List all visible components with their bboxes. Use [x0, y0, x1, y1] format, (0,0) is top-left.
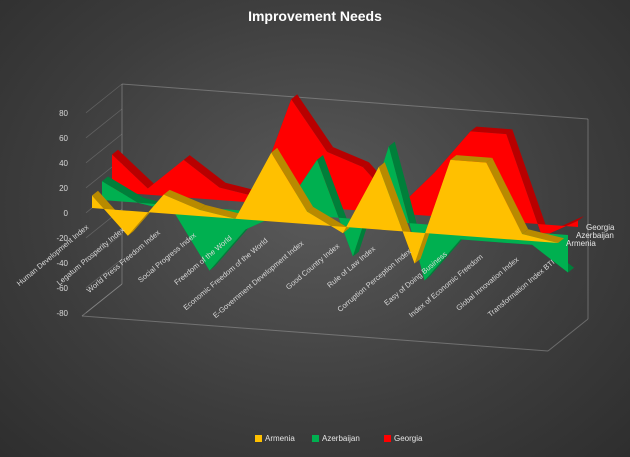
series-azerbaijan-ridge	[209, 224, 252, 271]
series-armenia-ridge	[199, 205, 242, 219]
series-georgia-ridge	[183, 155, 226, 188]
series-armenia-area	[92, 152, 558, 264]
y-gridline	[85, 233, 123, 264]
series-armenia-ridge	[163, 189, 206, 210]
y-gridline	[85, 133, 123, 164]
series-label-azerbaijan: Azerbaijan	[576, 231, 614, 240]
series-label-armenia: Armenia	[566, 239, 596, 248]
series-armenia-ridge	[522, 229, 564, 243]
series-armenia-ridge	[271, 147, 314, 212]
y-tick-label: 0	[64, 209, 69, 218]
y-tick-label: 60	[59, 134, 68, 143]
y-gridline	[85, 283, 123, 314]
series-armenia-ridge	[450, 155, 493, 163]
series-georgia-ridge	[112, 149, 154, 189]
category-label: Human Development Index	[15, 222, 91, 287]
back-wall-top-edge	[121, 83, 589, 120]
legend-entry-azerbaijan: Azerbaijan	[322, 434, 360, 443]
y-gridline	[85, 108, 123, 139]
floor-right-edge	[547, 318, 589, 352]
y-tick-label: -20	[56, 234, 68, 243]
series-label-georgia: Georgia	[586, 223, 615, 232]
floor-front-edge	[81, 315, 549, 352]
y-tick-label: 80	[59, 109, 68, 118]
floor-left-edge	[81, 283, 123, 317]
category-label: World Press Freedom Index	[85, 228, 162, 295]
series-azerbaijan-area	[102, 146, 568, 281]
series-azerbaijan-ridge	[424, 234, 467, 281]
category-label: Transformation Index BTI	[486, 258, 556, 319]
series-armenia-ridge	[486, 157, 529, 235]
series-azerbaijan-ridge	[102, 176, 144, 203]
category-label: Index of Economic Freedom	[407, 252, 485, 319]
y-tick-label: 20	[59, 184, 68, 193]
y-tick-label: -60	[56, 284, 68, 293]
legend-swatch-armenia	[255, 435, 262, 442]
y-tick-label: -80	[56, 309, 68, 318]
legend-entry-georgia: Georgia	[394, 434, 423, 443]
category-label: Corruption Perception Index	[336, 247, 414, 314]
chart-title: Improvement Needs	[248, 8, 382, 24]
y-gridline	[85, 83, 123, 114]
series-georgia-ridge	[291, 94, 334, 152]
legend-entry-armenia: Armenia	[265, 434, 295, 443]
legend-swatch-georgia	[384, 435, 391, 442]
series-georgia-ridge	[147, 155, 190, 189]
y-tick-label: -40	[56, 259, 68, 268]
series-georgia-ridge	[470, 126, 513, 135]
y-tick-label: 40	[59, 159, 68, 168]
series-georgia-ridge	[327, 147, 369, 168]
series-georgia-ridge	[506, 129, 549, 237]
y-gridline	[85, 258, 123, 289]
legend-swatch-azerbaijan	[312, 435, 319, 442]
